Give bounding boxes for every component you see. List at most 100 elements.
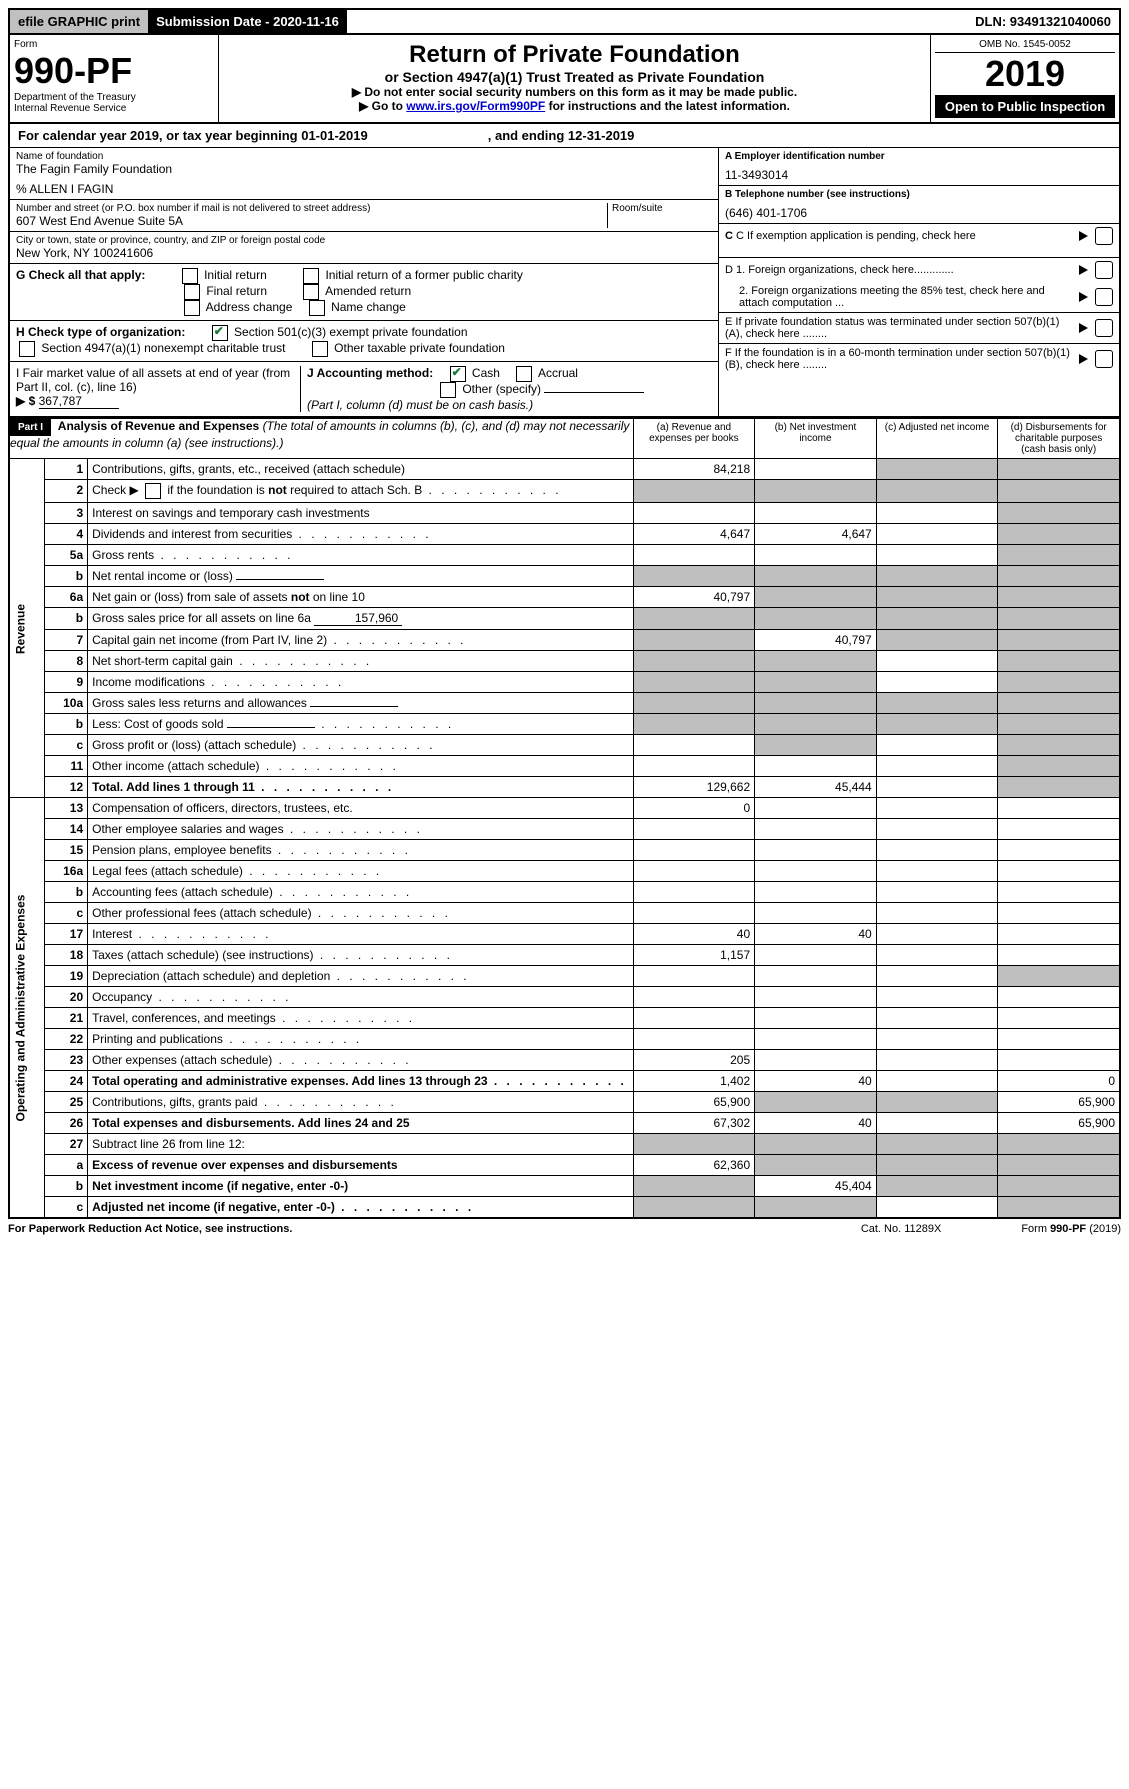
table-row: 23Other expenses (attach schedule)205	[9, 1050, 1120, 1071]
value-cell	[755, 1008, 877, 1029]
inline-input[interactable]	[310, 706, 398, 707]
chk-other-method[interactable]	[440, 382, 456, 398]
value-cell: 1,157	[633, 945, 755, 966]
chk-4947[interactable]	[19, 341, 35, 357]
value-cell	[998, 903, 1120, 924]
table-row: 2Check ▶ if the foundation is not requir…	[9, 480, 1120, 503]
line-number: 24	[44, 1071, 88, 1092]
e-label: E If private foundation status was termi…	[725, 316, 1076, 340]
value-cell	[876, 945, 998, 966]
inline-input[interactable]	[236, 579, 324, 580]
chk-501c3[interactable]	[212, 325, 228, 341]
value-cell	[876, 1092, 998, 1113]
value-cell	[876, 819, 998, 840]
part1-title: Analysis of Revenue and Expenses	[58, 419, 259, 433]
chk-name[interactable]	[309, 300, 325, 316]
value-cell: 40,797	[633, 587, 755, 608]
dept-label: Department of the Treasury	[14, 92, 214, 103]
table-row: 24Total operating and administrative exp…	[9, 1071, 1120, 1092]
f-label: F If the foundation is in a 60-month ter…	[725, 347, 1076, 371]
chk-d2[interactable]	[1095, 288, 1113, 306]
value-cell	[755, 608, 877, 630]
value-cell	[876, 608, 998, 630]
footer-right: Form 990-PF (2019)	[1021, 1223, 1121, 1235]
value-cell	[998, 840, 1120, 861]
chk-c[interactable]	[1095, 227, 1113, 245]
value-cell	[755, 756, 877, 777]
value-cell	[876, 840, 998, 861]
inline-input[interactable]: 157,960	[314, 611, 402, 626]
arrow-icon	[1079, 354, 1088, 364]
value-cell	[755, 545, 877, 566]
value-cell	[755, 672, 877, 693]
g-opt-4: Address change	[206, 300, 293, 314]
value-cell	[755, 1134, 877, 1155]
addr-cell: Number and street (or P.O. box number if…	[10, 200, 718, 232]
j-other-input[interactable]	[544, 392, 644, 393]
table-row: 19Depreciation (attach schedule) and dep…	[9, 966, 1120, 987]
value-cell	[755, 459, 877, 480]
table-row: 22Printing and publications	[9, 1029, 1120, 1050]
value-cell	[633, 1008, 755, 1029]
table-row: 21Travel, conferences, and meetings	[9, 1008, 1120, 1029]
value-cell	[633, 545, 755, 566]
value-cell	[998, 524, 1120, 545]
value-cell	[998, 819, 1120, 840]
chk-accrual[interactable]	[516, 366, 532, 382]
value-cell	[876, 714, 998, 735]
chk-other-tax[interactable]	[312, 341, 328, 357]
value-cell: 40	[633, 924, 755, 945]
care-of: % ALLEN I FAGIN	[16, 182, 712, 196]
j-cell: J Accounting method: Cash Accrual Other …	[301, 366, 712, 412]
foundation-name: The Fagin Family Foundation	[16, 162, 712, 176]
chk-sch-b[interactable]	[145, 483, 161, 499]
line-description: Gross sales less returns and allowances	[88, 693, 633, 714]
value-cell	[998, 1029, 1120, 1050]
chk-d1[interactable]	[1095, 261, 1113, 279]
a-cell: A Employer identification number 11-3493…	[719, 148, 1119, 186]
chk-e[interactable]	[1095, 319, 1113, 337]
line-description: Less: Cost of goods sold	[88, 714, 633, 735]
value-cell: 0	[633, 798, 755, 819]
table-row: Revenue1Contributions, gifts, grants, et…	[9, 459, 1120, 480]
line-description: Capital gain net income (from Part IV, l…	[88, 630, 633, 651]
value-cell	[998, 966, 1120, 987]
chk-initial[interactable]	[182, 268, 198, 284]
value-cell	[633, 903, 755, 924]
chk-initial-former[interactable]	[303, 268, 319, 284]
value-cell	[633, 1029, 755, 1050]
value-cell: 0	[998, 1071, 1120, 1092]
chk-cash[interactable]	[450, 366, 466, 382]
value-cell	[755, 651, 877, 672]
value-cell	[755, 503, 877, 524]
line-description: Check ▶ if the foundation is not require…	[88, 480, 633, 503]
j-accrual: Accrual	[538, 366, 578, 380]
chk-address[interactable]	[184, 300, 200, 316]
line-description: Total expenses and disbursements. Add li…	[88, 1113, 633, 1134]
calyear-b: , and ending 12-31-2019	[488, 128, 635, 143]
line-number: 22	[44, 1029, 88, 1050]
col-d-header: (d) Disbursements for charitable purpose…	[998, 419, 1120, 459]
line-number: 25	[44, 1092, 88, 1113]
header-left: Form 990-PF Department of the Treasury I…	[10, 35, 219, 122]
chk-f[interactable]	[1095, 350, 1113, 368]
inline-input[interactable]	[227, 727, 315, 728]
line-number: 2	[44, 480, 88, 503]
irs-link[interactable]: www.irs.gov/Form990PF	[406, 99, 545, 113]
table-row: 4Dividends and interest from securities4…	[9, 524, 1120, 545]
chk-amended[interactable]	[303, 284, 319, 300]
c-label: C If exemption application is pending, c…	[736, 230, 976, 242]
value-cell	[876, 735, 998, 756]
header-center: Return of Private Foundation or Section …	[219, 35, 931, 122]
table-row: cAdjusted net income (if negative, enter…	[9, 1197, 1120, 1219]
line-number: 11	[44, 756, 88, 777]
tax-year: 2019	[935, 53, 1115, 95]
value-cell	[876, 672, 998, 693]
irs-label: Internal Revenue Service	[14, 103, 214, 114]
chk-final[interactable]	[184, 284, 200, 300]
line-description: Compensation of officers, directors, tru…	[88, 798, 633, 819]
line-number: 1	[44, 459, 88, 480]
value-cell	[755, 587, 877, 608]
table-row: 5aGross rents	[9, 545, 1120, 566]
table-row: bNet investment income (if negative, ent…	[9, 1176, 1120, 1197]
